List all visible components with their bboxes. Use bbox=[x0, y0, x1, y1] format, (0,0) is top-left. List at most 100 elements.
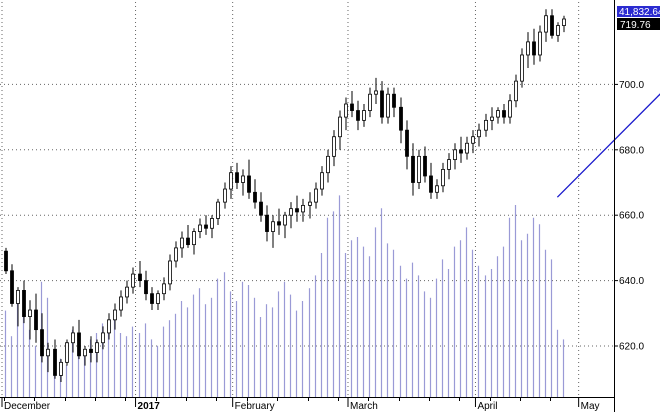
candle bbox=[386, 87, 390, 124]
candle-body bbox=[192, 231, 196, 246]
candle-body bbox=[392, 93, 396, 108]
candle-body bbox=[198, 224, 202, 232]
candle-body bbox=[113, 309, 117, 321]
candle-body bbox=[180, 237, 184, 249]
y-tick-label: 620.0 bbox=[619, 342, 644, 353]
support-trendline bbox=[556, 93, 660, 198]
candle-body bbox=[362, 110, 366, 121]
candle-body bbox=[526, 41, 530, 56]
candle bbox=[16, 287, 20, 327]
candle bbox=[174, 241, 178, 268]
candle bbox=[380, 81, 384, 124]
candle bbox=[198, 218, 202, 239]
candle bbox=[362, 104, 366, 127]
candle bbox=[71, 326, 75, 353]
x-tick-label: April bbox=[477, 401, 497, 412]
candle-body bbox=[490, 116, 494, 121]
candle-body bbox=[168, 260, 172, 285]
candle bbox=[156, 290, 160, 311]
candle bbox=[192, 228, 196, 255]
candle-body bbox=[138, 273, 142, 281]
last-price-badge bbox=[617, 18, 660, 30]
candle bbox=[295, 195, 299, 222]
candle-body bbox=[435, 185, 439, 193]
candle-body bbox=[344, 103, 348, 118]
y-tick-label: 660.0 bbox=[619, 211, 644, 222]
candle bbox=[271, 215, 275, 248]
candle-body bbox=[277, 221, 281, 226]
candle bbox=[4, 247, 8, 275]
candle bbox=[204, 215, 208, 235]
candle-body bbox=[95, 342, 99, 353]
candle-body bbox=[508, 100, 512, 118]
candle-body bbox=[216, 201, 220, 219]
candle-body bbox=[447, 159, 451, 170]
last-price-text: 719.76 bbox=[620, 20, 651, 31]
candle-body bbox=[247, 175, 251, 193]
candle bbox=[210, 215, 214, 239]
candle bbox=[89, 336, 93, 363]
candle-body bbox=[423, 155, 427, 177]
candle bbox=[429, 162, 433, 199]
candle-body bbox=[4, 250, 8, 272]
candle-body bbox=[411, 155, 415, 183]
candle bbox=[417, 149, 421, 190]
y-axis-tick-labels: 620.0 640.0 660.0 680.0 700.0 bbox=[619, 80, 644, 353]
candle-body bbox=[502, 110, 506, 118]
trendline bbox=[556, 93, 660, 198]
x-axis-tick-labels: December2017FebruaryMarchAprilMayJun bbox=[4, 401, 600, 412]
candle-body bbox=[283, 214, 287, 226]
candle bbox=[229, 166, 233, 199]
candle bbox=[514, 74, 518, 108]
candle bbox=[465, 136, 469, 160]
candle-body bbox=[429, 175, 433, 193]
y-tick-label: 700.0 bbox=[619, 80, 644, 91]
candle bbox=[150, 287, 154, 311]
candle-body bbox=[544, 15, 548, 33]
candle bbox=[459, 136, 463, 163]
candle bbox=[40, 313, 44, 363]
candle-body bbox=[562, 18, 566, 26]
candle-body bbox=[107, 319, 111, 334]
x-tick-label: May bbox=[581, 401, 600, 412]
candle-body bbox=[150, 293, 154, 304]
candle-body bbox=[477, 129, 481, 138]
candle bbox=[447, 153, 451, 180]
candle-body bbox=[53, 348, 57, 376]
candle bbox=[453, 143, 457, 170]
candle-body bbox=[399, 106, 403, 131]
candle bbox=[22, 280, 26, 324]
candle bbox=[289, 202, 293, 229]
candle bbox=[520, 48, 524, 88]
candlesticks bbox=[4, 9, 566, 382]
candle-body bbox=[241, 175, 245, 183]
candle bbox=[356, 100, 360, 131]
candle-body bbox=[453, 149, 457, 161]
candle-body bbox=[295, 208, 299, 213]
candle bbox=[265, 205, 269, 242]
candle bbox=[423, 146, 427, 183]
candle-body bbox=[338, 116, 342, 138]
candle-body bbox=[204, 224, 208, 229]
candle bbox=[308, 192, 312, 219]
candle-body bbox=[550, 15, 554, 36]
candle-body bbox=[496, 110, 500, 118]
candle bbox=[186, 225, 190, 248]
candle-body bbox=[34, 309, 38, 331]
candle bbox=[435, 179, 439, 199]
candle-body bbox=[28, 309, 32, 317]
candle bbox=[144, 270, 148, 301]
candle-body bbox=[289, 208, 293, 216]
candle-body bbox=[186, 237, 190, 246]
candle-body bbox=[465, 142, 469, 154]
candle-body bbox=[77, 332, 81, 357]
candle bbox=[496, 107, 500, 124]
candle bbox=[538, 25, 542, 62]
candle-body bbox=[40, 329, 44, 357]
candle-body bbox=[162, 283, 166, 295]
candle bbox=[350, 90, 354, 118]
candle-body bbox=[332, 136, 336, 157]
volume-value-text: 41,832.64 bbox=[619, 7, 660, 18]
candle bbox=[259, 192, 263, 222]
